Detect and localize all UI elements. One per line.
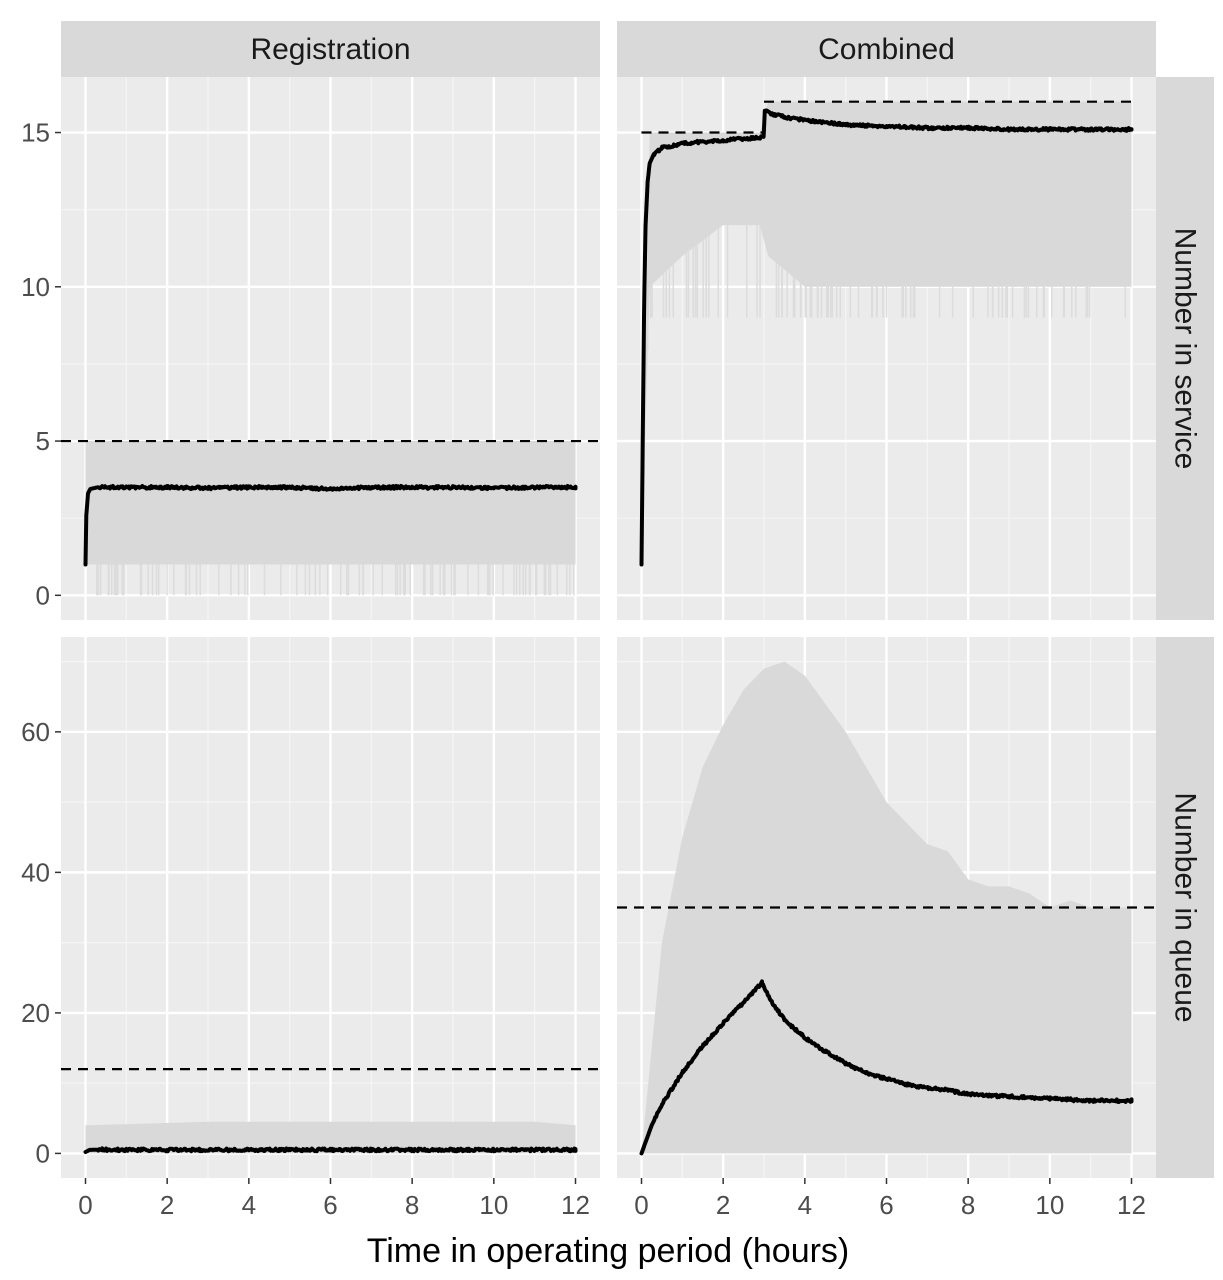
mean-line [83, 484, 578, 567]
minimum-spikes [647, 225, 1127, 351]
x-tick-label: 4 [242, 1190, 256, 1220]
range-band [85, 441, 576, 565]
x-tick-label: 12 [561, 1190, 590, 1220]
x-tick-label: 6 [323, 1190, 337, 1220]
y-tick-label: 15 [21, 118, 50, 148]
x-tick-label: 2 [160, 1190, 174, 1220]
range-band [85, 1121, 576, 1154]
range-band [641, 101, 1132, 565]
x-tick-label: 0 [78, 1190, 92, 1220]
x-tick-label: 6 [879, 1190, 893, 1220]
y-tick-label: 20 [21, 998, 50, 1028]
row-strip [1156, 637, 1214, 1178]
y-tick-label: 0 [36, 1138, 50, 1168]
panel-registration-queue [61, 637, 600, 1178]
x-tick-label: 4 [798, 1190, 812, 1220]
x-tick-label: 12 [1117, 1190, 1146, 1220]
y-tick-label: 40 [21, 857, 50, 887]
mean-line [639, 108, 1134, 567]
panel-combined-queue [617, 637, 1156, 1178]
y-tick-label: 0 [36, 580, 50, 610]
range-band [641, 661, 1132, 1154]
column-strip [617, 21, 1156, 77]
y-tick-label: 5 [36, 426, 50, 456]
row-strip-label: Number in service [1169, 228, 1202, 470]
x-tick-label: 10 [479, 1190, 508, 1220]
x-axis-title: Time in operating period (hours) [367, 1232, 850, 1270]
column-strip [61, 21, 600, 77]
column-strip-label: Registration [250, 33, 410, 66]
x-tick-label: 8 [405, 1190, 419, 1220]
y-tick-label: 10 [21, 272, 50, 302]
y-tick-label: 60 [21, 717, 50, 747]
mean-line [639, 979, 1134, 1156]
row-strip [1156, 77, 1214, 620]
x-tick-label: 10 [1035, 1190, 1064, 1220]
column-strip-label: Combined [818, 33, 955, 66]
x-tick-label: 8 [961, 1190, 975, 1220]
row-strip-label: Number in queue [1169, 792, 1202, 1022]
x-tick-label: 2 [716, 1190, 730, 1220]
panel-registration-service [61, 77, 600, 620]
panel-combined-service [617, 77, 1156, 620]
minimum-spikes [96, 564, 575, 596]
mean-line [83, 1146, 578, 1154]
x-tick-label: 0 [634, 1190, 648, 1220]
